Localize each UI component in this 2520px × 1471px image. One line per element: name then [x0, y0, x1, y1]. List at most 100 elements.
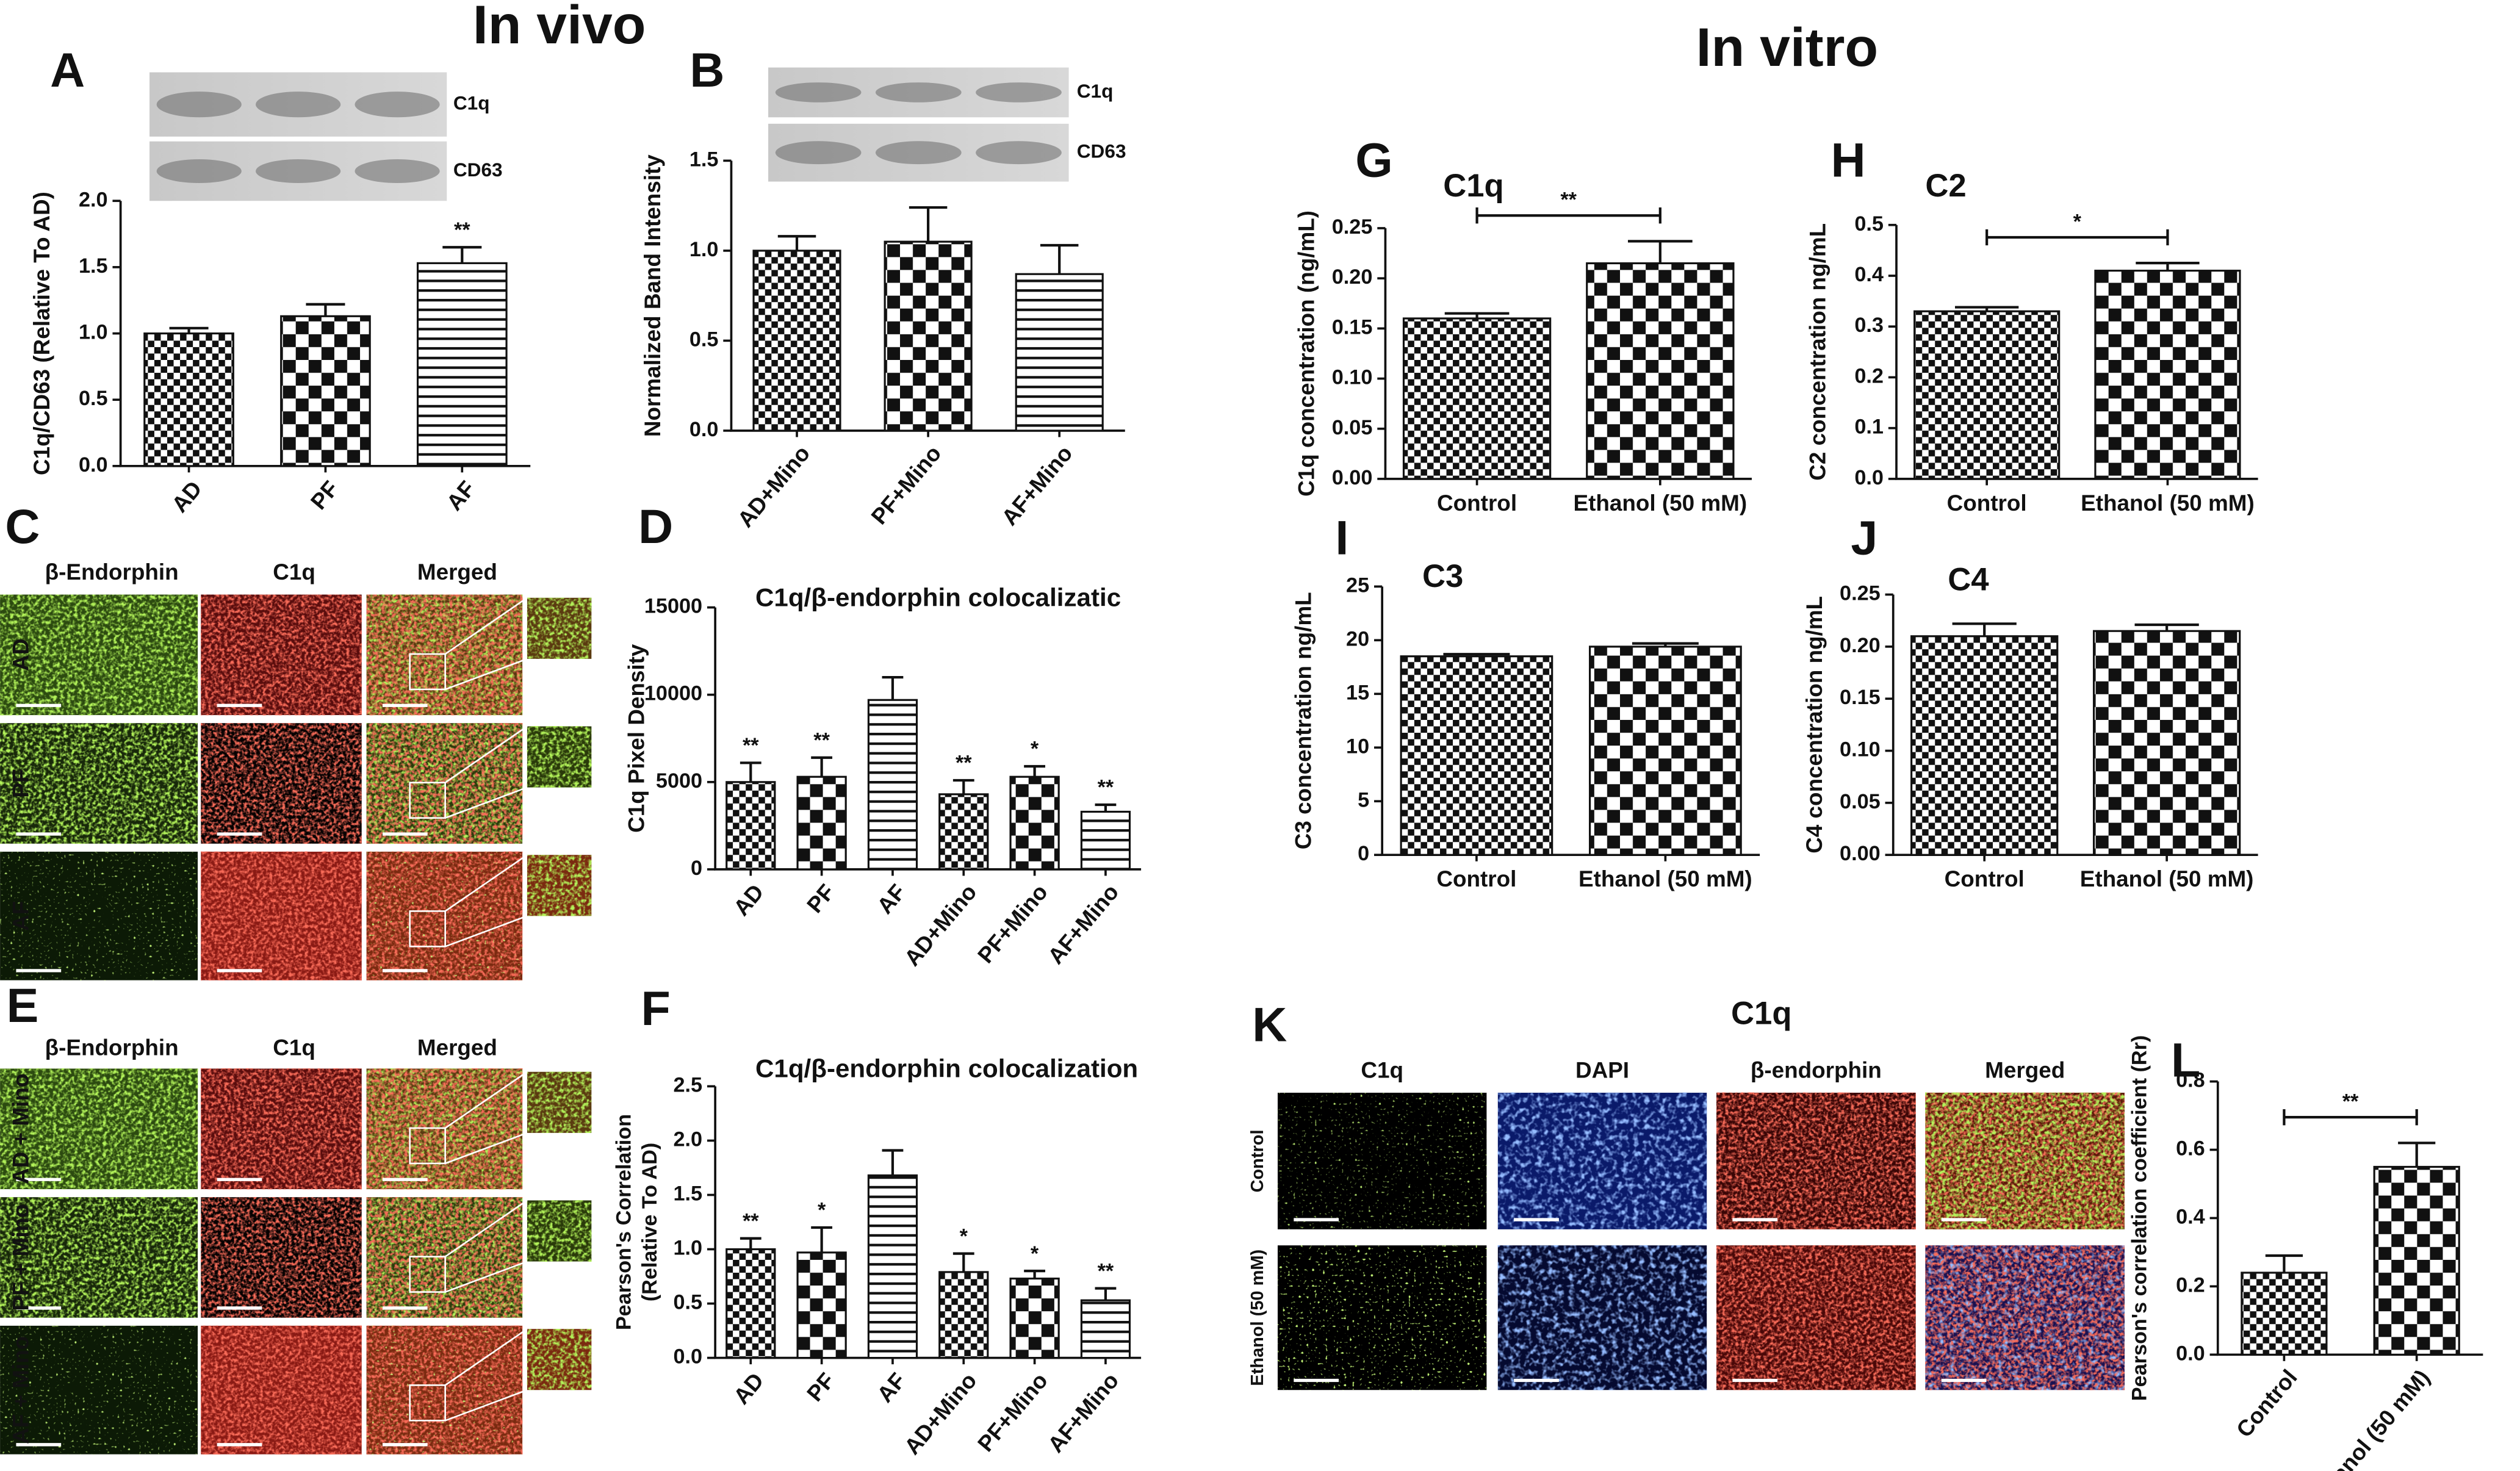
y-axis-label: C4 concentration ng/mL — [1802, 596, 1827, 854]
row-label: PF + Mino — [9, 1204, 34, 1311]
y-tick-label: 25 — [1346, 574, 1369, 597]
error-bar — [1095, 1287, 1117, 1301]
y-tick-label: 0.15 — [1332, 315, 1373, 339]
panel-letter: H — [1831, 133, 1865, 187]
zoom-box — [409, 782, 446, 819]
panel-letter: B — [689, 43, 724, 97]
error-bar — [777, 235, 816, 251]
bar — [1913, 310, 2061, 480]
y-tick-label: 1.0 — [689, 238, 719, 261]
row-label: AD — [9, 639, 34, 671]
y-tick-label: 2.0 — [673, 1128, 702, 1151]
column-label: β-Endorphin — [45, 559, 179, 584]
error-bar — [952, 779, 974, 794]
blot-band — [976, 82, 1062, 103]
y-axis-label: C3 concentration ng/mL — [1291, 592, 1316, 849]
y-axis-label: C1q concentration (ng/mL) — [1294, 210, 1319, 497]
significance-bracket — [1475, 207, 1661, 224]
y-axis-label: C2 concentration ng/mL — [1805, 223, 1830, 481]
zoom-box — [409, 910, 446, 948]
row-label: Control — [1248, 1129, 1267, 1192]
y-tick-label: 0.3 — [1854, 314, 1884, 337]
inset-texture — [527, 1329, 592, 1390]
bar — [1402, 317, 1552, 480]
inset-texture — [527, 855, 592, 916]
panel-letter: G — [1355, 133, 1392, 187]
micrograph-texture — [1497, 1092, 1707, 1229]
zoom-line — [444, 597, 528, 655]
column-label: DAPI — [1575, 1057, 1629, 1082]
panel-title: C1q — [1731, 995, 1791, 1031]
column-label: C1q — [273, 559, 315, 584]
y-axis-label: C1q/CD63 (Relative To AD) — [29, 192, 54, 475]
bar — [1400, 655, 1553, 856]
y-tick-label: 1.5 — [689, 148, 719, 171]
zoom-line — [445, 658, 528, 691]
y-tick-label: 0.6 — [2176, 1137, 2205, 1160]
y-tick-label: 0.2 — [2176, 1273, 2205, 1297]
significance-label: ** — [2342, 1090, 2359, 1113]
y-tick-label: 15 — [1346, 681, 1369, 704]
panel-letter: F — [641, 981, 671, 1035]
significance-label: * — [960, 1225, 968, 1248]
inset-texture — [527, 726, 592, 788]
y-tick-label: 0.5 — [79, 387, 108, 410]
column-label: C1q — [1361, 1057, 1403, 1082]
panel-letter: E — [7, 978, 39, 1032]
error-bar — [882, 675, 904, 700]
chart-title: C3 — [1422, 558, 1463, 594]
error-bar — [811, 1226, 833, 1253]
error-bar — [1095, 803, 1117, 812]
micrograph-texture — [1716, 1245, 1916, 1390]
micrograph-texture — [0, 1325, 198, 1455]
bar — [2241, 1271, 2328, 1356]
bar — [938, 793, 989, 871]
y-tick-label: 0.0 — [689, 418, 719, 441]
y-tick-label: 15000 — [644, 595, 702, 618]
zoom-line — [445, 915, 528, 948]
y-tick-label: 5 — [1358, 788, 1369, 811]
significance-label: * — [1031, 738, 1039, 761]
bar — [725, 1248, 776, 1359]
significance-label: * — [1031, 1242, 1039, 1265]
bar — [1910, 635, 2059, 856]
inset-texture — [527, 1200, 592, 1262]
error-bar — [1952, 622, 2017, 636]
y-tick-label: 0.00 — [1332, 466, 1373, 489]
x-tick-label: Control — [1947, 491, 2027, 516]
chart-title: C1q — [1443, 168, 1503, 204]
chart-title: C2 — [1925, 168, 1966, 204]
x-tick-label: Ethanol (50 mM) — [2080, 866, 2254, 891]
y-tick-label: 2.0 — [79, 188, 108, 211]
error-bar — [1627, 240, 1693, 264]
blot-label: C1q — [453, 92, 490, 114]
bar — [2094, 270, 2241, 480]
blot-label: CD63 — [453, 159, 503, 181]
bar — [725, 781, 776, 871]
error-bar — [811, 756, 833, 777]
row-label: PF — [9, 769, 34, 797]
y-tick-label: 1.0 — [79, 321, 108, 344]
error-bar — [1954, 306, 2019, 312]
y-tick-label: 1.0 — [673, 1237, 702, 1260]
column-label: β-Endorphin — [45, 1035, 179, 1060]
error-bar — [2265, 1254, 2303, 1273]
significance-label: ** — [1098, 1259, 1114, 1282]
panel-letter: L — [2171, 1032, 2200, 1087]
y-axis-label: Pearson's correlation coefficient (Rr) — [2128, 1035, 2151, 1401]
y-tick-label: 10 — [1346, 735, 1369, 758]
chart-title: C1q/β-endorphin colocalization — [755, 1054, 1138, 1082]
y-tick-label: 10000 — [644, 682, 702, 705]
inset-texture — [527, 597, 592, 659]
zoom-line — [444, 1071, 528, 1129]
section-header: In vivo — [473, 0, 646, 55]
micrograph-texture — [0, 1068, 198, 1190]
micrograph-texture — [1925, 1245, 2125, 1390]
bar — [1586, 262, 1735, 480]
blot-band — [775, 82, 862, 103]
y-tick-label: 1.5 — [79, 254, 108, 278]
zoom-line — [444, 1328, 528, 1386]
micrograph-texture — [1277, 1092, 1487, 1229]
